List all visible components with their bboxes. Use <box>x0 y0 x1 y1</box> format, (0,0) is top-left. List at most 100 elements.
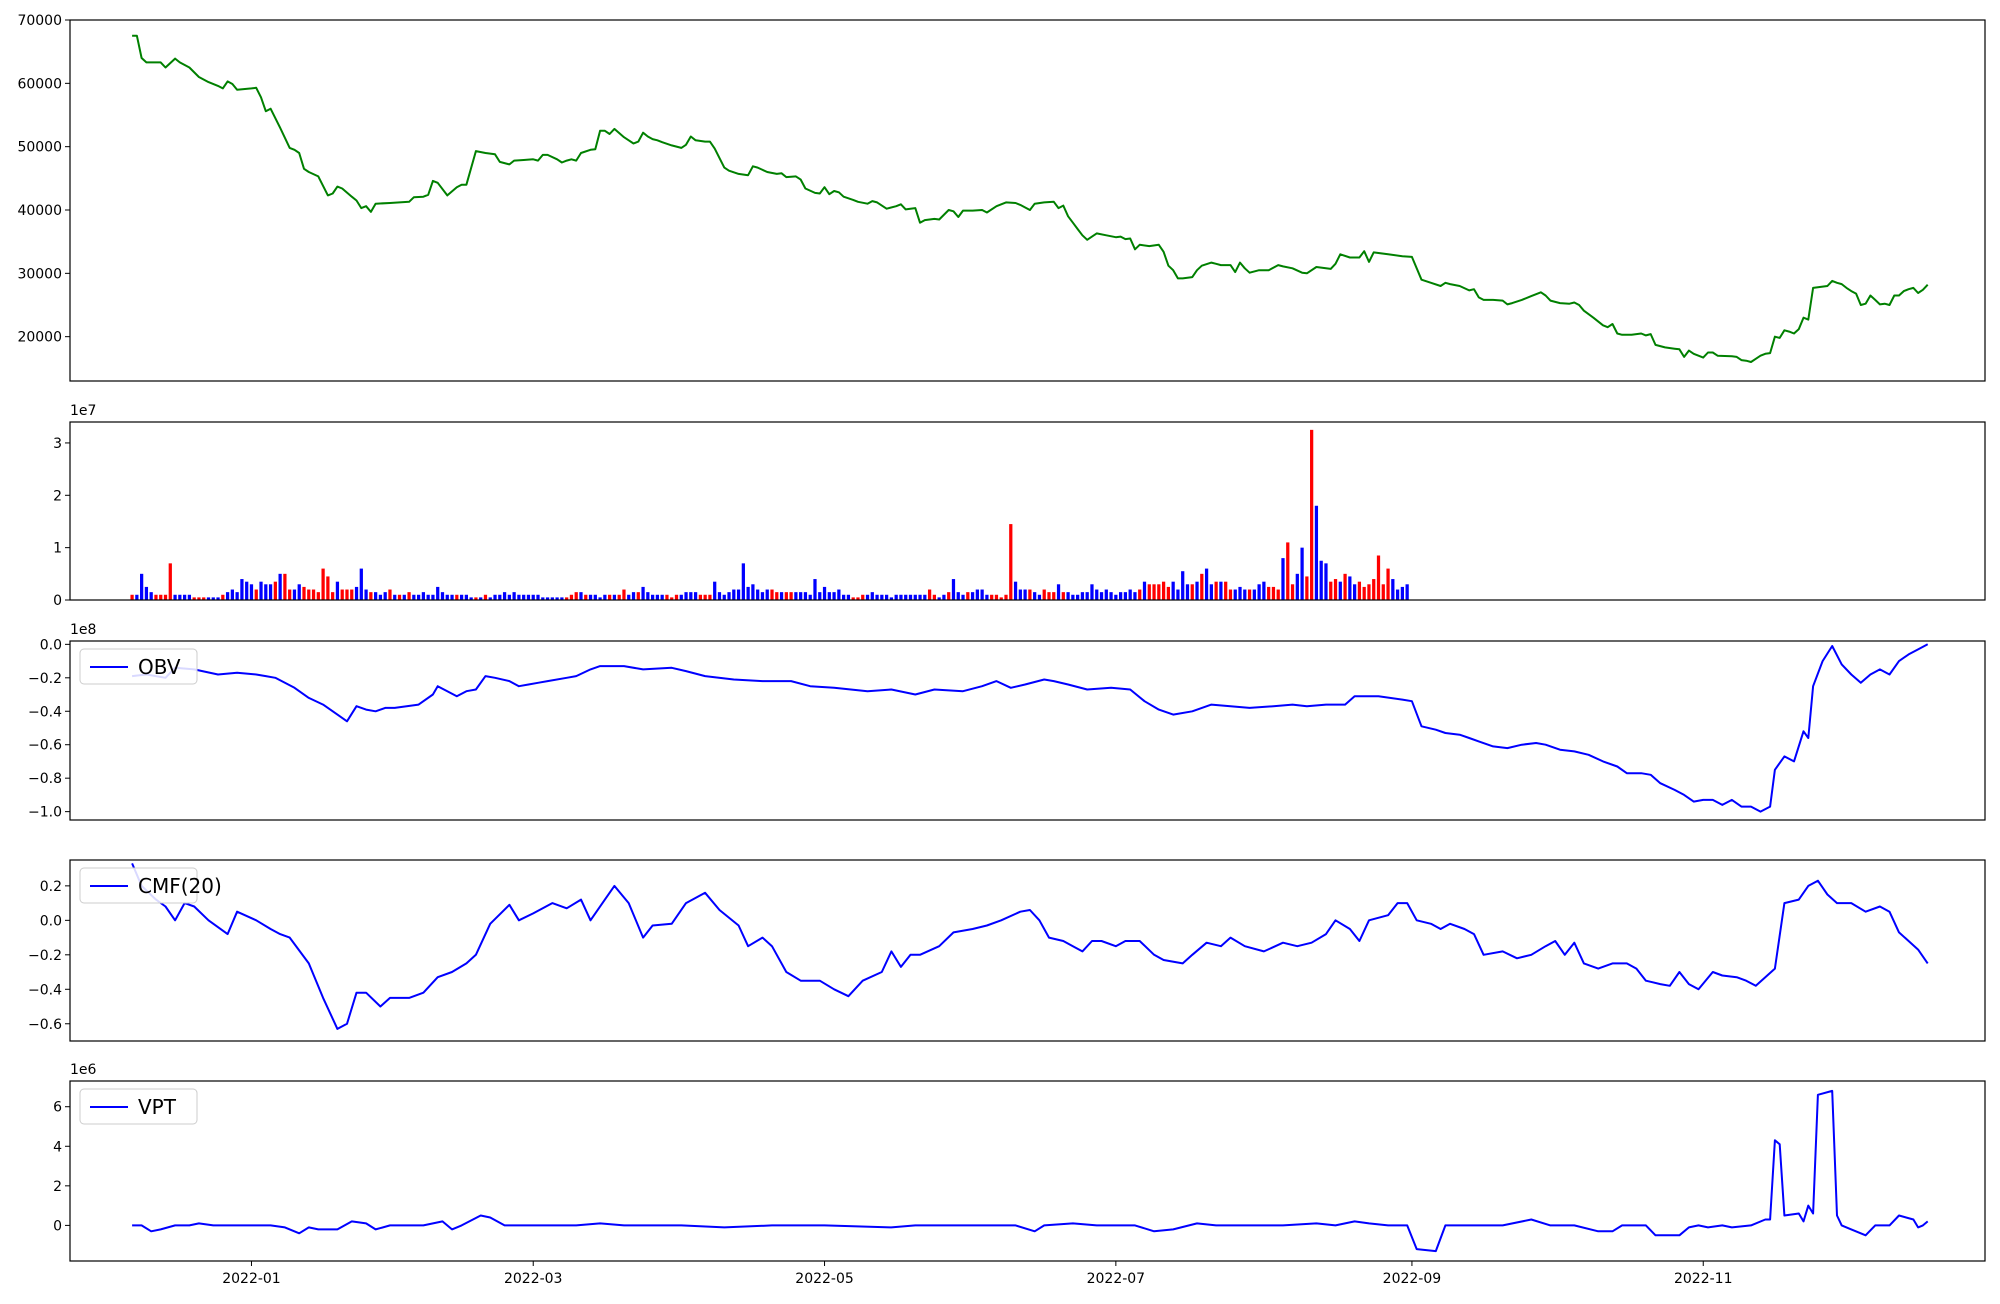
volume-bar <box>584 594 588 600</box>
volume-bar <box>1023 589 1027 600</box>
volume-bar <box>770 589 774 600</box>
volume-bar <box>144 586 149 600</box>
legend-label: VPT <box>138 1095 177 1119</box>
volume-bar <box>1166 586 1171 600</box>
volume-bar <box>1071 594 1075 600</box>
volume-bar <box>569 594 574 600</box>
plot-area-cmf <box>131 863 1929 1030</box>
volume-bar <box>326 576 330 600</box>
volume-bar <box>474 597 478 600</box>
volume-bar <box>512 592 516 600</box>
axes-frame <box>69 640 1986 821</box>
volume-bar <box>1104 589 1108 600</box>
volume-bar <box>450 594 454 600</box>
volume-bar <box>483 594 488 600</box>
volume-bar <box>1033 592 1037 600</box>
volume-bar <box>1267 586 1271 600</box>
volume-bar <box>1290 584 1295 600</box>
volume-bar <box>173 594 177 600</box>
volume-bar <box>593 594 597 600</box>
ytick-label: 40000 <box>17 203 62 219</box>
volume-bar <box>1343 573 1347 600</box>
volume-bar <box>283 573 287 600</box>
volume-bar <box>722 594 726 600</box>
volume-bar <box>565 597 569 600</box>
volume-bar <box>1329 581 1333 600</box>
volume-bar <box>154 594 158 600</box>
volume-bar <box>555 597 559 600</box>
volume-bar <box>264 584 268 600</box>
volume-bar <box>674 594 679 600</box>
volume-bar <box>278 573 282 600</box>
volume-bar <box>488 597 492 600</box>
volume-bar <box>655 594 660 600</box>
volume-bar <box>727 592 731 600</box>
volume-bar <box>622 589 626 600</box>
volume-bar <box>354 586 359 600</box>
volume-bar <box>784 592 788 600</box>
volume-bar <box>311 589 316 600</box>
ytick-label: 0.0 <box>40 913 62 929</box>
volume-bar <box>531 594 535 600</box>
volume-bar <box>498 594 502 600</box>
volume-bar <box>445 594 449 600</box>
volume-bar <box>1195 581 1199 600</box>
volume-bar <box>1271 586 1276 600</box>
xtick-label: 2022-09 <box>1383 1271 1442 1287</box>
volume-bar <box>130 594 134 600</box>
volume-bar <box>541 597 545 600</box>
xtick-label: 2022-05 <box>795 1271 854 1287</box>
volume-bar <box>923 594 927 600</box>
volume-bar <box>1295 573 1299 600</box>
volume-bar <box>493 594 497 600</box>
ytick-label: −0.4 <box>28 982 62 998</box>
series-line <box>132 1089 1929 1253</box>
panel-obv: −1.0 −0.8 −0.6 −0.4 −0.2 0.0 1e8 OBV <box>28 622 1986 821</box>
volume-bar <box>1305 576 1309 600</box>
volume-bar <box>393 594 397 600</box>
volume-bar <box>1176 589 1180 600</box>
volume-bar <box>221 594 225 600</box>
ytick-label: −0.6 <box>28 1017 62 1033</box>
volume-bar <box>245 581 249 600</box>
volume-bar <box>273 581 277 600</box>
axes-frame <box>69 19 1986 382</box>
volume-bar <box>1037 594 1042 600</box>
volume-bar <box>182 594 187 600</box>
volume-bar <box>1310 429 1314 600</box>
volume-bar <box>846 594 851 600</box>
axes-frame <box>69 859 1986 1042</box>
volume-bar <box>1190 584 1194 600</box>
volume-bar <box>436 586 440 600</box>
volume-bar <box>741 563 745 600</box>
volume-bar <box>1300 547 1304 600</box>
ytick-label: 0.0 <box>40 637 62 653</box>
ytick-label: −0.8 <box>28 771 62 787</box>
volume-bar <box>588 594 593 600</box>
volume-bar <box>899 594 903 600</box>
volume-bar <box>966 592 970 600</box>
volume-bar <box>388 589 392 600</box>
volume-bar <box>837 589 841 600</box>
volume-bar <box>1243 589 1247 600</box>
volume-bar <box>1314 505 1319 600</box>
volume-bar <box>756 589 760 600</box>
volume-bar <box>1228 589 1233 600</box>
panel-volume: 0 1 2 3 1e7 <box>53 403 1986 609</box>
volume-bar <box>894 594 898 600</box>
volume-bar <box>980 589 984 600</box>
volume-bar <box>822 586 827 600</box>
volume-bar <box>1204 568 1209 600</box>
plot-area-price <box>132 34 1929 363</box>
volume-bar <box>1200 573 1204 600</box>
ytick-label: 0 <box>53 593 62 609</box>
volume-bar <box>1367 584 1371 600</box>
volume-bar <box>1090 584 1094 600</box>
xtick-label: 2022-11 <box>1674 1271 1733 1287</box>
volume-bar <box>1118 592 1123 600</box>
axes-frame <box>69 421 1986 601</box>
volume-bar <box>904 594 908 600</box>
volume-bar <box>240 579 244 600</box>
volume-bar <box>340 589 344 600</box>
